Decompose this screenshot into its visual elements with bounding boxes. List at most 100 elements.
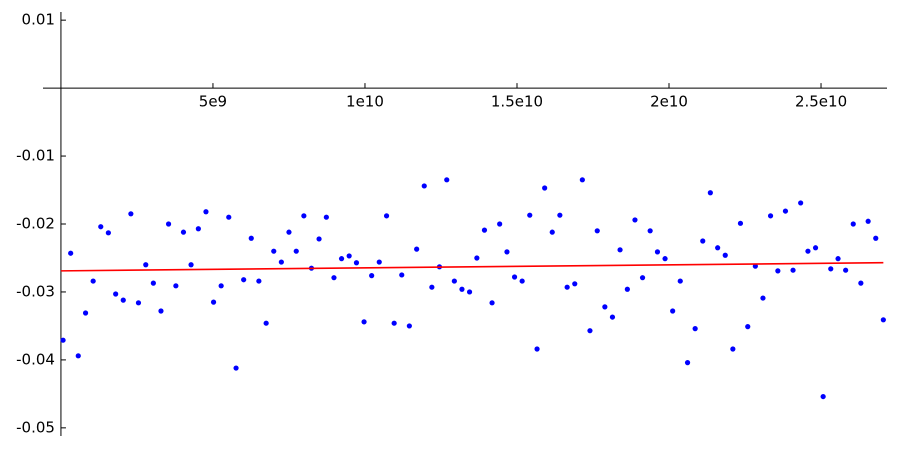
point — [489, 300, 495, 306]
point — [828, 266, 834, 272]
y-tick-label: -0.04 — [16, 350, 55, 368]
point — [752, 263, 758, 269]
point — [677, 278, 683, 284]
point — [843, 267, 849, 273]
point — [798, 200, 804, 206]
point — [391, 320, 397, 326]
point — [497, 221, 503, 227]
point — [421, 183, 427, 189]
point — [383, 213, 390, 219]
point — [150, 280, 156, 286]
point — [865, 218, 871, 224]
point — [331, 275, 337, 281]
point — [511, 274, 518, 280]
point — [173, 283, 179, 289]
point — [188, 262, 194, 268]
point — [617, 247, 623, 253]
point — [670, 308, 676, 314]
point — [361, 319, 367, 325]
x-tick-label: 5e9 — [199, 93, 227, 111]
point — [579, 177, 585, 183]
point — [850, 221, 856, 227]
point — [805, 248, 811, 254]
point — [68, 250, 74, 256]
point — [880, 317, 886, 323]
point — [715, 245, 721, 251]
point — [203, 209, 209, 215]
point — [60, 337, 66, 343]
point — [444, 177, 450, 183]
point — [858, 280, 864, 286]
y-tick-label: -0.02 — [16, 215, 55, 233]
point — [376, 259, 382, 265]
point — [594, 228, 600, 234]
point — [474, 255, 480, 261]
x-tick-label: 2e10 — [650, 93, 688, 111]
y-tick-label: -0.03 — [16, 282, 55, 300]
point — [767, 213, 774, 219]
point — [639, 275, 646, 281]
point — [248, 235, 254, 241]
fit-line — [60, 261, 884, 272]
point — [369, 273, 375, 279]
point — [180, 229, 187, 235]
point — [226, 214, 232, 220]
point — [256, 278, 262, 284]
x-tick-label: 1.5e10 — [491, 93, 543, 111]
point — [90, 278, 96, 284]
point — [692, 326, 698, 332]
point — [241, 277, 247, 283]
point — [263, 320, 269, 326]
point — [143, 262, 149, 268]
point — [286, 229, 292, 235]
point — [707, 190, 713, 196]
point — [399, 272, 405, 278]
point — [812, 245, 819, 251]
point — [632, 217, 638, 223]
y-tick-label: 0.01 — [22, 11, 55, 29]
point — [113, 291, 119, 297]
point — [466, 289, 473, 295]
point — [75, 353, 81, 359]
point — [105, 230, 111, 236]
point — [609, 314, 616, 320]
point — [451, 278, 457, 284]
point — [158, 308, 164, 314]
point — [654, 249, 661, 255]
y-tick-label: -0.01 — [16, 147, 55, 165]
point — [775, 268, 781, 274]
point — [165, 221, 172, 227]
point — [323, 214, 329, 220]
point — [542, 185, 548, 191]
point — [353, 260, 360, 266]
point — [873, 235, 879, 241]
point — [316, 236, 322, 242]
point — [737, 220, 744, 226]
point — [722, 252, 728, 258]
point — [98, 224, 104, 230]
point — [301, 213, 307, 219]
x-tick-label: 1e10 — [346, 93, 384, 111]
point — [745, 324, 751, 330]
point — [459, 286, 465, 292]
point — [587, 328, 593, 334]
point — [293, 248, 299, 254]
y-tick-label: -0.05 — [16, 418, 55, 436]
point — [790, 267, 796, 273]
point — [534, 346, 540, 352]
point — [549, 229, 555, 235]
point — [647, 228, 653, 234]
point — [128, 211, 134, 217]
point — [820, 393, 826, 400]
point — [481, 227, 488, 233]
point — [527, 212, 533, 218]
point — [338, 256, 345, 262]
point — [210, 299, 217, 305]
point — [564, 284, 570, 290]
point — [760, 295, 766, 301]
point — [195, 226, 201, 232]
point — [684, 360, 691, 366]
point — [429, 284, 435, 290]
